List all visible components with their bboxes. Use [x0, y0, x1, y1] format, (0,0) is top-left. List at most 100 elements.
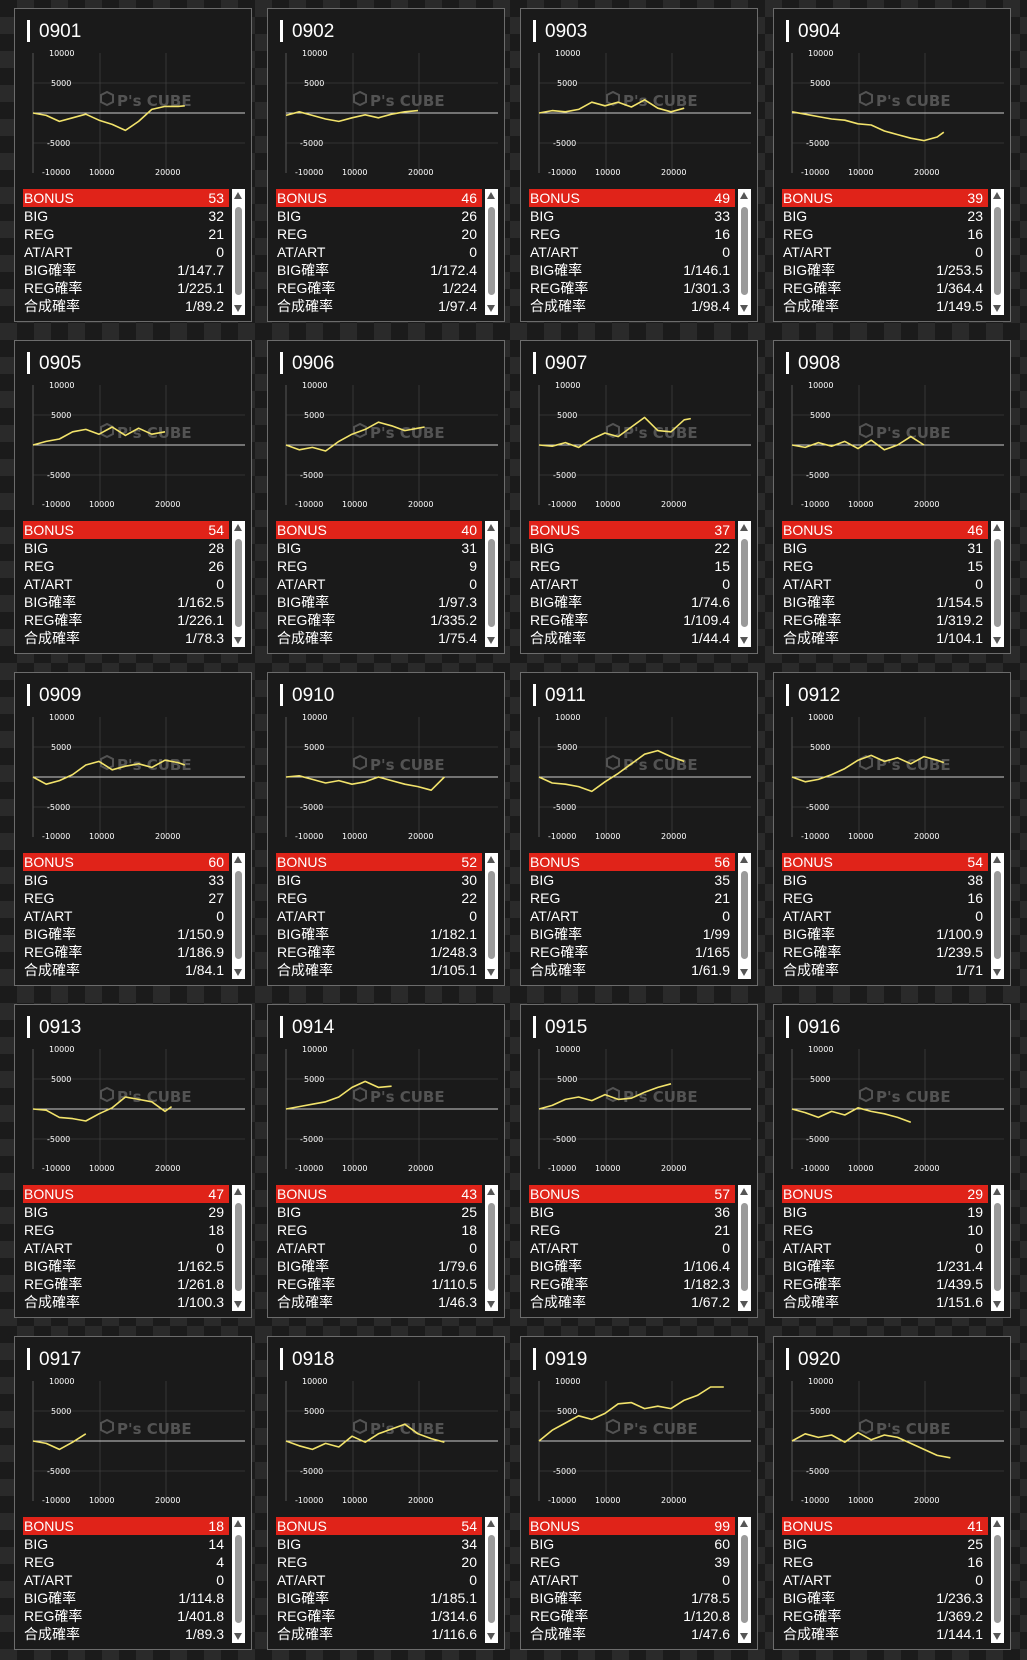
scroll-up-icon[interactable] [234, 192, 242, 199]
bonus-stats-list[interactable]: BONUS 18 BIG 14 REG 4 AT/ART 0 BIG確率 1/114.8 REG確率… [23, 1517, 245, 1643]
bonus-stats-list[interactable]: BONUS 46 BIG 26 REG 20 AT/ART 0 BIG確率 1/172.4 REG確… [276, 189, 498, 315]
bonus-stats-list[interactable]: BONUS 37 BIG 22 REG 15 AT/ART 0 BIG確率 1/74.6 REG確率… [529, 521, 751, 647]
stats-scrollbar[interactable] [485, 189, 498, 315]
stats-scrollbar[interactable] [232, 521, 245, 647]
scroll-thumb[interactable] [235, 207, 242, 295]
scroll-thumb[interactable] [488, 1535, 495, 1623]
stats-scrollbar[interactable] [991, 853, 1004, 979]
stats-scrollbar[interactable] [991, 521, 1004, 647]
bonus-stats-list[interactable]: BONUS 53 BIG 32 REG 21 AT/ART 0 BIG確率 1/147.7 REG確… [23, 189, 245, 315]
scroll-down-icon[interactable] [487, 637, 495, 644]
scroll-down-icon[interactable] [234, 637, 242, 644]
stats-scrollbar[interactable] [738, 1185, 751, 1311]
bonus-stats-list[interactable]: BONUS 56 BIG 35 REG 21 AT/ART 0 BIG確率 1/99 REG確率 1/… [529, 853, 751, 979]
stats-scrollbar[interactable] [485, 1185, 498, 1311]
stats-scrollbar[interactable] [232, 1517, 245, 1643]
scroll-thumb[interactable] [741, 539, 748, 627]
bonus-stats-list[interactable]: BONUS 54 BIG 38 REG 16 AT/ART 0 BIG確率 1/100.9 REG確… [782, 853, 1004, 979]
scroll-down-icon[interactable] [740, 637, 748, 644]
scroll-up-icon[interactable] [993, 1188, 1001, 1195]
scroll-thumb[interactable] [741, 1203, 748, 1291]
scroll-up-icon[interactable] [234, 856, 242, 863]
scroll-thumb[interactable] [994, 207, 1001, 295]
scroll-down-icon[interactable] [740, 305, 748, 312]
scroll-down-icon[interactable] [487, 305, 495, 312]
stats-scrollbar[interactable] [232, 1185, 245, 1311]
scroll-down-icon[interactable] [234, 969, 242, 976]
bonus-stats-list[interactable]: BONUS 41 BIG 25 REG 16 AT/ART 0 BIG確率 1/236.3 REG確… [782, 1517, 1004, 1643]
stats-scrollbar[interactable] [485, 1517, 498, 1643]
scroll-down-icon[interactable] [993, 305, 1001, 312]
bonus-stats-list[interactable]: BONUS 43 BIG 25 REG 18 AT/ART 0 BIG確率 1/79.6 REG確率… [276, 1185, 498, 1311]
machine-card[interactable]: 0906 10000 5000 -5000 -10000 10000 20000 P's CU… [267, 340, 505, 654]
scroll-down-icon[interactable] [993, 1633, 1001, 1640]
scroll-thumb[interactable] [235, 871, 242, 959]
scroll-down-icon[interactable] [487, 969, 495, 976]
bonus-stats-list[interactable]: BONUS 29 BIG 19 REG 10 AT/ART 0 BIG確率 1/231.4 REG確… [782, 1185, 1004, 1311]
scroll-thumb[interactable] [994, 1203, 1001, 1291]
scroll-thumb[interactable] [994, 1535, 1001, 1623]
machine-card[interactable]: 0904 10000 5000 -5000 -10000 10000 20000 P's CU… [773, 8, 1011, 322]
scroll-up-icon[interactable] [487, 1188, 495, 1195]
machine-card[interactable]: 0908 10000 5000 -5000 -10000 10000 20000 P's CU… [773, 340, 1011, 654]
scroll-thumb[interactable] [488, 539, 495, 627]
scroll-down-icon[interactable] [487, 1301, 495, 1308]
scroll-down-icon[interactable] [740, 1301, 748, 1308]
machine-card[interactable]: 0901 10000 5000 -5000 -10000 10000 20000 P's CU… [14, 8, 252, 322]
machine-card[interactable]: 0905 10000 5000 -5000 -10000 10000 20000 P's CU… [14, 340, 252, 654]
stats-scrollbar[interactable] [738, 853, 751, 979]
scroll-down-icon[interactable] [740, 969, 748, 976]
machine-card[interactable]: 0913 10000 5000 -5000 -10000 10000 20000 P's CU… [14, 1004, 252, 1318]
scroll-thumb[interactable] [741, 1535, 748, 1623]
scroll-up-icon[interactable] [487, 1520, 495, 1527]
scroll-down-icon[interactable] [740, 1633, 748, 1640]
scroll-thumb[interactable] [741, 207, 748, 295]
machine-card[interactable]: 0912 10000 5000 -5000 -10000 10000 20000 P's CU… [773, 672, 1011, 986]
scroll-up-icon[interactable] [234, 524, 242, 531]
scroll-up-icon[interactable] [487, 856, 495, 863]
stats-scrollbar[interactable] [991, 1185, 1004, 1311]
scroll-thumb[interactable] [235, 1203, 242, 1291]
machine-card[interactable]: 0911 10000 5000 -5000 -10000 10000 20000 P's CU… [520, 672, 758, 986]
scroll-down-icon[interactable] [487, 1633, 495, 1640]
stats-scrollbar[interactable] [738, 189, 751, 315]
bonus-stats-list[interactable]: BONUS 47 BIG 29 REG 18 AT/ART 0 BIG確率 1/162.5 REG確… [23, 1185, 245, 1311]
bonus-stats-list[interactable]: BONUS 39 BIG 23 REG 16 AT/ART 0 BIG確率 1/253.5 REG確… [782, 189, 1004, 315]
stats-scrollbar[interactable] [738, 521, 751, 647]
machine-card[interactable]: 0920 10000 5000 -5000 -10000 10000 20000 P's CU… [773, 1336, 1011, 1650]
machine-card[interactable]: 0915 10000 5000 -5000 -10000 10000 20000 P's CU… [520, 1004, 758, 1318]
scroll-thumb[interactable] [741, 871, 748, 959]
machine-card[interactable]: 0909 10000 5000 -5000 -10000 10000 20000 P's CU… [14, 672, 252, 986]
scroll-up-icon[interactable] [487, 524, 495, 531]
scroll-down-icon[interactable] [993, 969, 1001, 976]
scroll-up-icon[interactable] [740, 1188, 748, 1195]
machine-card[interactable]: 0917 10000 5000 -5000 -10000 10000 20000 P's CU… [14, 1336, 252, 1650]
bonus-stats-list[interactable]: BONUS 54 BIG 34 REG 20 AT/ART 0 BIG確率 1/185.1 REG確… [276, 1517, 498, 1643]
scroll-down-icon[interactable] [993, 637, 1001, 644]
scroll-up-icon[interactable] [740, 1520, 748, 1527]
scroll-thumb[interactable] [994, 539, 1001, 627]
scroll-up-icon[interactable] [993, 524, 1001, 531]
stats-scrollbar[interactable] [738, 1517, 751, 1643]
bonus-stats-list[interactable]: BONUS 52 BIG 30 REG 22 AT/ART 0 BIG確率 1/182.1 REG確… [276, 853, 498, 979]
scroll-up-icon[interactable] [487, 192, 495, 199]
scroll-up-icon[interactable] [993, 192, 1001, 199]
scroll-thumb[interactable] [488, 1203, 495, 1291]
bonus-stats-list[interactable]: BONUS 99 BIG 60 REG 39 AT/ART 0 BIG確率 1/78.5 REG確率… [529, 1517, 751, 1643]
scroll-down-icon[interactable] [234, 1633, 242, 1640]
machine-card[interactable]: 0907 10000 5000 -5000 -10000 10000 20000 P's CU… [520, 340, 758, 654]
machine-card[interactable]: 0918 10000 5000 -5000 -10000 10000 20000 P's CU… [267, 1336, 505, 1650]
scroll-up-icon[interactable] [740, 524, 748, 531]
stats-scrollbar[interactable] [991, 189, 1004, 315]
machine-card[interactable]: 0914 10000 5000 -5000 -10000 10000 20000 P's CU… [267, 1004, 505, 1318]
scroll-down-icon[interactable] [234, 1301, 242, 1308]
stats-scrollbar[interactable] [485, 853, 498, 979]
machine-card[interactable]: 0902 10000 5000 -5000 -10000 10000 20000 P's CU… [267, 8, 505, 322]
bonus-stats-list[interactable]: BONUS 60 BIG 33 REG 27 AT/ART 0 BIG確率 1/150.9 REG確… [23, 853, 245, 979]
stats-scrollbar[interactable] [232, 189, 245, 315]
scroll-thumb[interactable] [235, 1535, 242, 1623]
stats-scrollbar[interactable] [232, 853, 245, 979]
machine-card[interactable]: 0916 10000 5000 -5000 -10000 10000 20000 P's CU… [773, 1004, 1011, 1318]
stats-scrollbar[interactable] [991, 1517, 1004, 1643]
scroll-up-icon[interactable] [993, 1520, 1001, 1527]
